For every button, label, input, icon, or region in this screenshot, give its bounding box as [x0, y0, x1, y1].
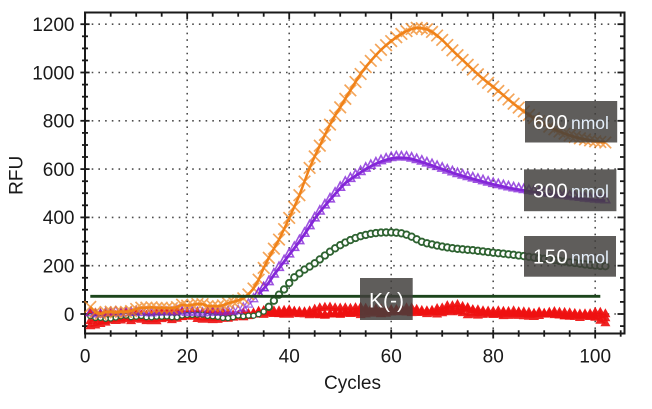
svg-text:nmol: nmol — [571, 113, 609, 133]
svg-text:60: 60 — [381, 347, 402, 368]
svg-text:80: 80 — [483, 347, 504, 368]
svg-text:600: 600 — [43, 160, 75, 181]
svg-text:40: 40 — [279, 347, 300, 368]
svg-text:1000: 1000 — [32, 63, 74, 84]
svg-text:nmol: nmol — [571, 181, 609, 201]
svg-text:400: 400 — [43, 208, 75, 229]
svg-text:K(-): K(-) — [369, 290, 404, 313]
svg-text:150: 150 — [533, 246, 568, 268]
svg-text:800: 800 — [43, 112, 75, 133]
svg-text:1200: 1200 — [32, 15, 74, 36]
svg-text:200: 200 — [43, 257, 75, 278]
svg-text:Cycles: Cycles — [324, 373, 381, 394]
svg-text:100: 100 — [579, 347, 611, 368]
svg-text:RFU: RFU — [7, 156, 28, 195]
svg-text:0: 0 — [64, 305, 75, 326]
svg-text:300: 300 — [533, 180, 568, 202]
svg-text:nmol: nmol — [571, 247, 609, 267]
svg-text:20: 20 — [177, 347, 198, 368]
svg-text:600: 600 — [533, 112, 568, 134]
svg-text:0: 0 — [80, 347, 91, 368]
